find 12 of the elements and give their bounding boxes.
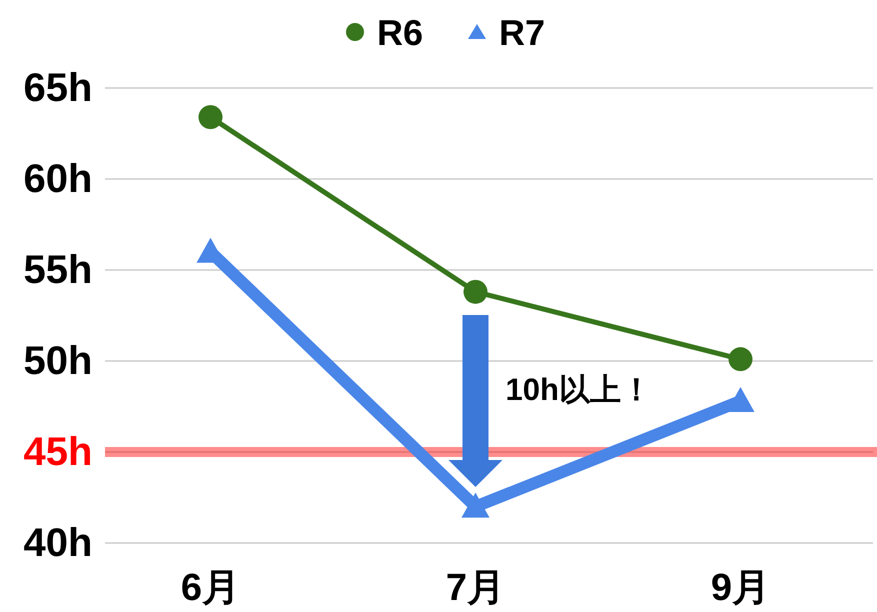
y-tick-label: 60h: [24, 157, 92, 201]
x-tick-label: 6月: [180, 567, 240, 609]
x-tick-label: 7月: [446, 567, 506, 609]
legend-label: R7: [499, 12, 546, 53]
y-tick-label: 40h: [24, 521, 92, 565]
y-tick-label: 65h: [24, 66, 92, 110]
annotation: 10h以上！: [506, 372, 652, 407]
y-tick-label: 55h: [24, 248, 92, 292]
y-tick-label: 45h: [24, 430, 92, 474]
x-tick-label: 9月: [710, 567, 770, 609]
legend-label: R6: [377, 12, 424, 53]
y-tick-label: 50h: [24, 339, 92, 383]
